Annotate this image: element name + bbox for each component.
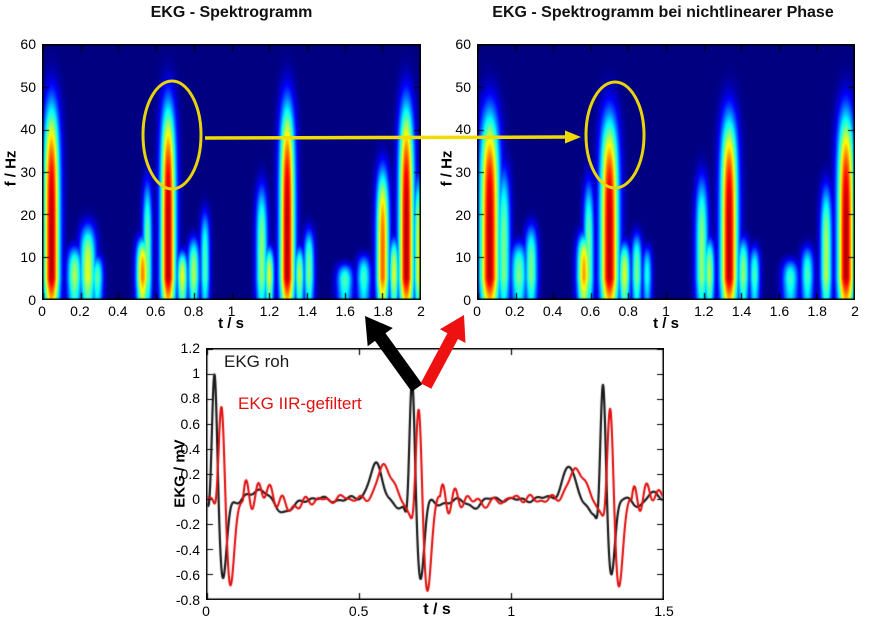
- y-tick-label: -0.2: [175, 516, 200, 533]
- ekg-xlabel: t / s: [423, 601, 451, 618]
- x-tick-label: 0: [473, 303, 481, 319]
- y-tick-label: 0.2: [180, 466, 200, 482]
- y-tick-label: 1: [192, 365, 200, 382]
- x-tick-label: 0.8: [618, 303, 638, 319]
- spectrogram-left-canvas: [42, 44, 421, 300]
- y-tick-label: 0: [192, 491, 200, 508]
- x-tick-label: 0.2: [70, 303, 90, 319]
- x-tick-label: 1: [507, 603, 516, 619]
- y-tick-label: 20: [455, 206, 471, 223]
- x-tick-label: 1.4: [731, 303, 752, 319]
- y-tick-label: 0.4: [180, 440, 200, 457]
- x-tick-label: 0.4: [108, 303, 128, 319]
- y-tick-label: 60: [20, 36, 36, 52]
- x-tick-label: 1.8: [373, 303, 393, 319]
- ekg-chart-canvas: [206, 348, 664, 600]
- x-tick-label: 0.8: [183, 303, 204, 319]
- x-tick-label: 0.6: [580, 303, 601, 319]
- spectrogram-right-xlabel: t / s: [653, 315, 679, 332]
- y-tick-label: 30: [455, 164, 471, 180]
- legend-ekg-iir-gefiltert: EKG IIR-gefiltert: [238, 394, 362, 413]
- x-tick-label: 1: [227, 303, 236, 319]
- x-tick-label: 0: [38, 303, 46, 319]
- y-tick-label: -0.4: [175, 541, 200, 558]
- y-tick-label: 50: [455, 78, 471, 95]
- x-tick-label: 1.2: [694, 303, 714, 319]
- x-tick-label: 1.6: [769, 303, 790, 319]
- x-tick-label: 1: [662, 303, 670, 319]
- x-tick-label: 2: [851, 303, 859, 319]
- x-tick-label: 0.2: [505, 303, 525, 319]
- y-tick-label: 10: [455, 249, 471, 266]
- y-tick-label: 30: [20, 164, 36, 180]
- x-tick-label: 1.2: [259, 303, 280, 319]
- y-tick-label: 0: [28, 292, 36, 308]
- y-tick-label: 0.6: [180, 415, 200, 432]
- y-tick-label: 40: [20, 121, 36, 138]
- y-tick-label: 1.2: [180, 340, 200, 356]
- y-tick-label: -0.6: [175, 566, 200, 583]
- y-tick-label: 20: [20, 206, 36, 223]
- x-tick-label: 0.4: [542, 303, 563, 319]
- y-tick-label: 50: [20, 78, 36, 95]
- x-tick-label: 1.4: [297, 303, 318, 319]
- y-tick-label: 60: [455, 36, 471, 52]
- spectrogram-left-title: EKG - Spektrogramm: [150, 4, 313, 21]
- x-tick-label: 2: [417, 303, 425, 319]
- spectrogram-right-title: EKG - Spektrogramm bei nichtlinearer Pha…: [492, 4, 834, 21]
- spectrogram-right-canvas: [477, 44, 855, 300]
- legend-ekg-roh: EKG roh: [224, 352, 290, 371]
- spectrogram-left-xlabel: t / s: [218, 315, 244, 332]
- x-tick-label: 1.5: [654, 603, 674, 619]
- y-tick-label: -0.8: [175, 592, 200, 608]
- y-tick-label: 40: [455, 121, 471, 138]
- x-tick-label: 1.8: [807, 303, 827, 319]
- y-tick-label: 0.8: [180, 390, 200, 407]
- x-tick-label: 1.6: [335, 303, 355, 319]
- x-tick-label: 0.5: [348, 603, 369, 619]
- y-tick-label: 0: [463, 292, 471, 308]
- y-tick-label: 10: [20, 249, 36, 266]
- x-tick-label: 0.6: [145, 303, 166, 319]
- x-tick-label: 0: [202, 603, 210, 619]
